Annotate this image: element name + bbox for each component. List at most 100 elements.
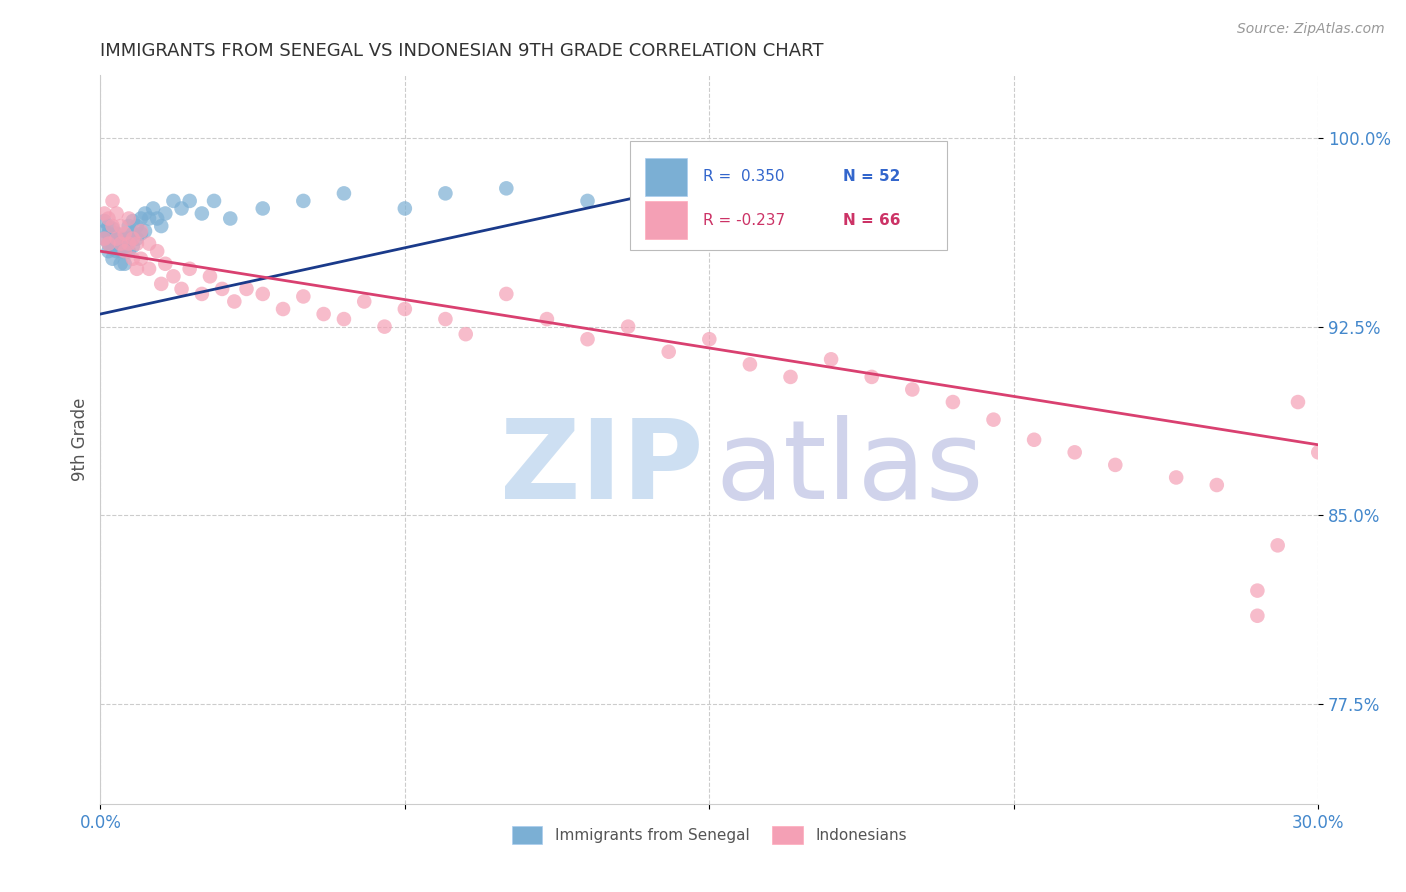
Point — [97, 227, 120, 241]
Point — [191, 206, 214, 220]
Point — [1063, 445, 1085, 459]
Point — [211, 282, 233, 296]
Point — [101, 194, 124, 208]
Point — [129, 224, 152, 238]
Point — [394, 301, 416, 316]
Point — [1246, 583, 1268, 598]
Point — [179, 194, 201, 208]
Point — [97, 219, 120, 233]
Point — [155, 206, 177, 220]
Point — [191, 287, 214, 301]
Point — [121, 239, 143, 253]
Bar — [645, 158, 688, 195]
Point — [150, 277, 173, 291]
Point — [121, 214, 143, 228]
Point — [495, 287, 517, 301]
Point — [105, 227, 128, 241]
Point — [142, 202, 165, 216]
Point — [333, 312, 356, 326]
FancyBboxPatch shape — [630, 141, 946, 250]
Point — [150, 219, 173, 233]
Point — [312, 307, 335, 321]
Point — [125, 261, 148, 276]
Point — [1286, 395, 1309, 409]
Point — [93, 206, 115, 220]
Point — [118, 232, 141, 246]
Point — [779, 370, 801, 384]
Point — [105, 244, 128, 259]
Point — [93, 232, 115, 246]
Point — [101, 221, 124, 235]
Point — [1166, 470, 1188, 484]
Point — [252, 287, 274, 301]
Point — [434, 186, 457, 201]
Legend: Immigrants from Senegal, Indonesians: Immigrants from Senegal, Indonesians — [512, 826, 907, 844]
Point — [114, 257, 136, 271]
Point — [114, 232, 136, 246]
Point — [110, 257, 132, 271]
Point — [138, 261, 160, 276]
Point — [129, 252, 152, 266]
Point — [252, 202, 274, 216]
Point — [134, 224, 156, 238]
Point — [118, 211, 141, 226]
Point — [110, 244, 132, 259]
Point — [129, 211, 152, 226]
Point — [434, 312, 457, 326]
Point — [93, 214, 115, 228]
Point — [97, 211, 120, 226]
Bar — [645, 202, 688, 239]
Point — [125, 232, 148, 246]
Point — [134, 206, 156, 220]
Point — [162, 269, 184, 284]
Point — [235, 282, 257, 296]
Point — [105, 236, 128, 251]
Point — [983, 412, 1005, 426]
Point — [198, 269, 221, 284]
Point — [110, 219, 132, 233]
Point — [658, 344, 681, 359]
Point — [333, 186, 356, 201]
Point — [118, 244, 141, 259]
Point — [179, 261, 201, 276]
Point — [373, 319, 395, 334]
Point — [125, 236, 148, 251]
Point — [1104, 458, 1126, 472]
Point — [105, 206, 128, 220]
Point — [271, 301, 294, 316]
Point — [1246, 608, 1268, 623]
Point — [121, 232, 143, 246]
Point — [942, 395, 965, 409]
Point — [146, 244, 169, 259]
Point — [170, 282, 193, 296]
Point — [820, 352, 842, 367]
Point — [1022, 433, 1045, 447]
Point — [93, 224, 115, 238]
Point — [353, 294, 375, 309]
Point — [219, 211, 242, 226]
Text: R =  0.350: R = 0.350 — [703, 169, 785, 184]
Point — [129, 227, 152, 241]
Point — [97, 244, 120, 259]
Point — [495, 181, 517, 195]
Point — [118, 236, 141, 251]
Text: atlas: atlas — [716, 416, 984, 523]
Point — [101, 219, 124, 233]
Point — [121, 227, 143, 241]
Point — [146, 211, 169, 226]
Point — [110, 232, 132, 246]
Point — [697, 169, 720, 183]
Point — [93, 232, 115, 246]
Point — [394, 202, 416, 216]
Point — [155, 257, 177, 271]
Point — [454, 327, 477, 342]
Point — [170, 202, 193, 216]
Point — [97, 236, 120, 251]
Point — [1267, 538, 1289, 552]
Point — [1205, 478, 1227, 492]
Point — [697, 332, 720, 346]
Point — [292, 289, 315, 303]
Point — [536, 312, 558, 326]
Point — [138, 236, 160, 251]
Point — [97, 236, 120, 251]
